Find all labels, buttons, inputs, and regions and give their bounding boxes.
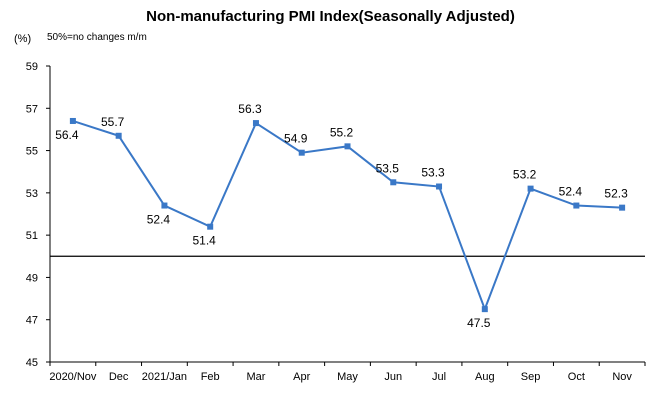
data-label: 56.3 [238, 102, 262, 116]
data-point [115, 132, 122, 139]
data-point [527, 185, 534, 192]
data-label: 55.2 [330, 125, 354, 139]
data-point [344, 143, 351, 150]
data-point [481, 306, 488, 313]
data-label: 47.5 [467, 316, 491, 330]
y-tick-label: 45 [26, 357, 38, 369]
data-point [436, 183, 443, 190]
data-point [69, 117, 76, 124]
data-label: 52.3 [604, 187, 628, 201]
data-point [252, 120, 259, 127]
x-tick-label: Nov [612, 371, 632, 383]
data-point [619, 204, 626, 211]
data-label: 52.4 [147, 213, 171, 227]
data-point [161, 202, 168, 209]
x-tick-label: Sep [521, 371, 541, 383]
chart-note: 50%=no changes m/m [47, 32, 147, 43]
y-tick-label: 51 [26, 230, 38, 242]
data-label: 54.9 [284, 132, 308, 146]
x-tick-label: May [337, 371, 358, 383]
data-point [298, 149, 305, 156]
x-tick-label: Feb [201, 371, 220, 383]
x-tick-label: Jun [384, 371, 402, 383]
y-tick-label: 47 [26, 315, 38, 327]
x-tick-label: Dec [109, 371, 129, 383]
x-tick-label: Aug [475, 371, 495, 383]
data-label: 53.2 [513, 168, 537, 182]
y-tick-label: 55 [26, 146, 38, 158]
y-axis-unit-label: (%) [14, 33, 32, 45]
y-tick-label: 57 [26, 103, 38, 115]
data-label: 51.4 [193, 234, 217, 248]
x-tick-label: Oct [568, 371, 585, 383]
data-label: 56.4 [55, 128, 79, 142]
x-tick-label: Apr [293, 371, 310, 383]
x-tick-label: Jul [432, 371, 446, 383]
data-label: 53.5 [376, 161, 400, 175]
y-tick-label: 49 [26, 272, 38, 284]
data-point [207, 223, 214, 230]
y-tick-label: 53 [26, 188, 38, 200]
data-point [573, 202, 580, 209]
data-label: 52.4 [559, 185, 583, 199]
x-tick-label: 2020/Nov [49, 371, 97, 383]
x-tick-label: Mar [246, 371, 265, 383]
y-tick-label: 59 [26, 61, 38, 73]
data-label: 55.7 [101, 115, 125, 129]
data-label: 53.3 [421, 166, 445, 180]
chart-title: Non-manufacturing PMI Index(Seasonally A… [146, 8, 515, 25]
data-point [390, 179, 397, 186]
x-tick-label: 2021/Jan [142, 371, 187, 383]
